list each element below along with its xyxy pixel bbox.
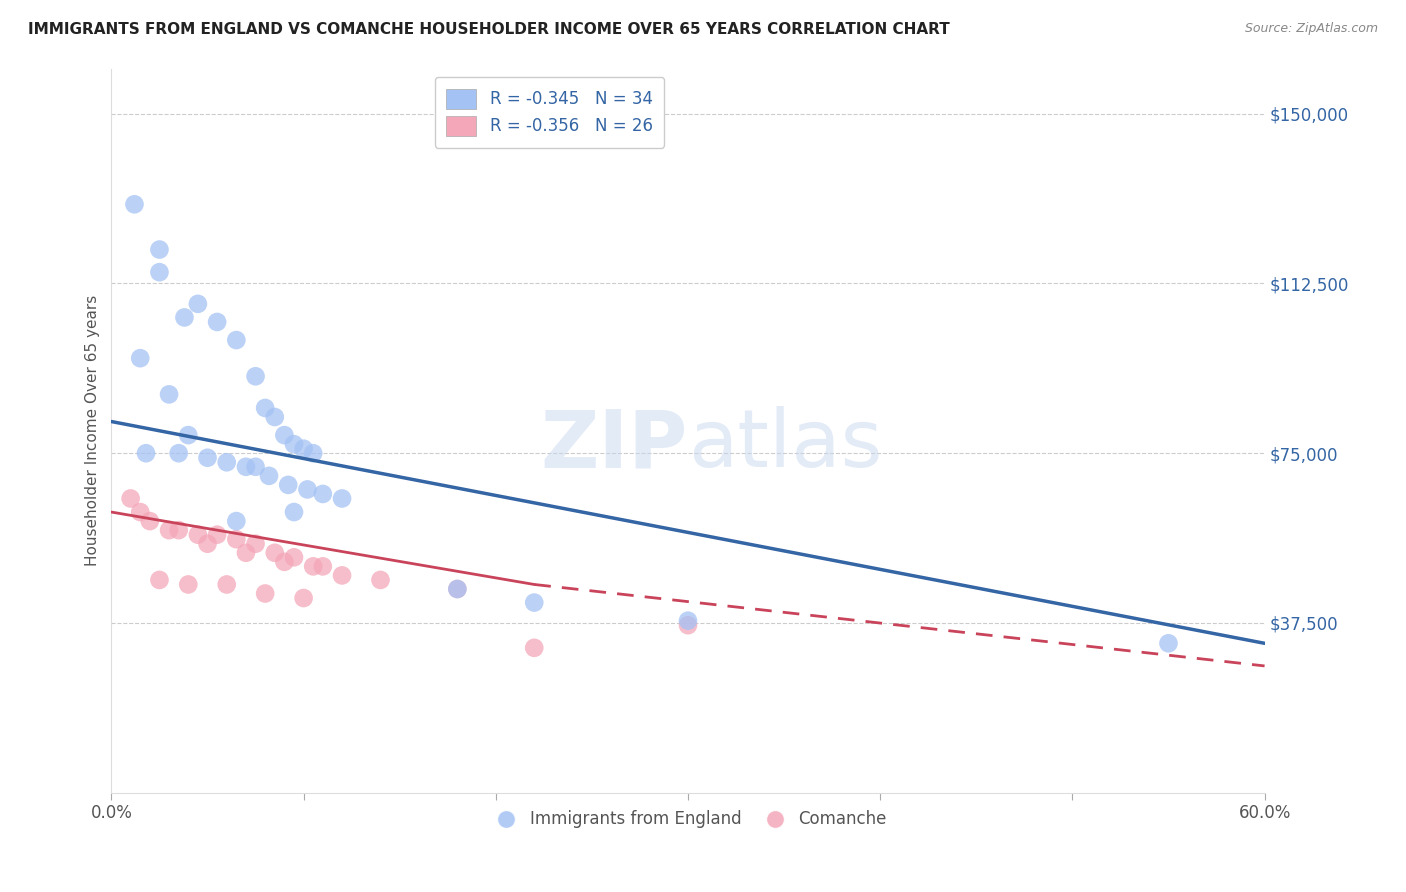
Point <box>148 573 170 587</box>
Point <box>225 333 247 347</box>
Point <box>129 351 152 366</box>
Point <box>257 468 280 483</box>
Point <box>370 573 392 587</box>
Point <box>523 640 546 655</box>
Point <box>124 197 146 211</box>
Point <box>1157 636 1180 650</box>
Point <box>215 577 238 591</box>
Point <box>330 568 353 582</box>
Point <box>187 527 209 541</box>
Point <box>446 582 468 596</box>
Point <box>273 428 295 442</box>
Point <box>292 442 315 456</box>
Point <box>273 555 295 569</box>
Point <box>135 446 157 460</box>
Point <box>173 310 195 325</box>
Point <box>283 437 305 451</box>
Point <box>235 546 257 560</box>
Point <box>177 577 200 591</box>
Point <box>312 487 335 501</box>
Point <box>283 505 305 519</box>
Point <box>283 550 305 565</box>
Point <box>676 618 699 632</box>
Text: atlas: atlas <box>688 406 883 484</box>
Point <box>446 582 468 596</box>
Point <box>302 559 325 574</box>
Y-axis label: Householder Income Over 65 years: Householder Income Over 65 years <box>86 295 100 566</box>
Point <box>297 483 319 497</box>
Point <box>197 537 219 551</box>
Point <box>235 459 257 474</box>
Point <box>254 401 277 415</box>
Point <box>302 446 325 460</box>
Point <box>187 297 209 311</box>
Point <box>263 546 285 560</box>
Point <box>330 491 353 506</box>
Point <box>157 387 180 401</box>
Text: IMMIGRANTS FROM ENGLAND VS COMANCHE HOUSEHOLDER INCOME OVER 65 YEARS CORRELATION: IMMIGRANTS FROM ENGLAND VS COMANCHE HOUS… <box>28 22 950 37</box>
Point <box>225 532 247 546</box>
Point <box>676 614 699 628</box>
Point <box>148 243 170 257</box>
Point <box>205 315 228 329</box>
Point <box>245 459 267 474</box>
Point <box>254 586 277 600</box>
Point <box>292 591 315 605</box>
Point <box>157 523 180 537</box>
Point <box>312 559 335 574</box>
Point <box>263 409 285 424</box>
Text: Source: ZipAtlas.com: Source: ZipAtlas.com <box>1244 22 1378 36</box>
Point <box>523 596 546 610</box>
Point <box>139 514 162 528</box>
Point <box>225 514 247 528</box>
Point <box>245 537 267 551</box>
Point <box>148 265 170 279</box>
Point <box>205 527 228 541</box>
Point <box>197 450 219 465</box>
Point <box>245 369 267 384</box>
Point <box>177 428 200 442</box>
Point <box>167 446 190 460</box>
Point <box>215 455 238 469</box>
Text: ZIP: ZIP <box>541 406 688 484</box>
Point <box>277 478 299 492</box>
Legend: Immigrants from England, Comanche: Immigrants from England, Comanche <box>484 804 893 835</box>
Point <box>129 505 152 519</box>
Point <box>120 491 142 506</box>
Point <box>167 523 190 537</box>
